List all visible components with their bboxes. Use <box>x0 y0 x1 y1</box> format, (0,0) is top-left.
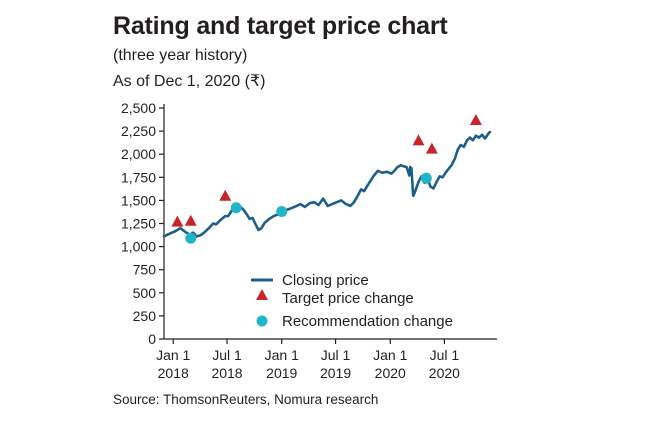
legend-circle-swatch <box>256 315 268 327</box>
y-tick-label: 1,750 <box>121 169 156 185</box>
target-price-marker <box>469 114 482 126</box>
y-tick-label: 750 <box>133 262 157 278</box>
x-axis: Jan 1 2018 Jul 1 2018 Jan 1 2019 Jul 1 2019 Jan … <box>156 338 497 381</box>
x-tick-year-label: 2020 <box>429 365 460 381</box>
target-price-marker <box>425 142 438 154</box>
y-tick-label: 500 <box>133 285 157 301</box>
x-tick-label: Jul 1 <box>321 347 351 363</box>
x-tick-year-label: 2018 <box>211 365 242 381</box>
legend-triangle-swatch <box>256 289 268 300</box>
target-price-marker <box>171 215 184 227</box>
x-tick-label: Jul 1 <box>212 347 242 363</box>
recommendation-marker <box>420 172 432 184</box>
recommendation-marker <box>276 205 288 217</box>
x-tick-label: Jul 1 <box>430 347 460 363</box>
target-price-series <box>171 114 482 227</box>
x-tick-label: Jan 1 <box>156 347 190 363</box>
y-tick-label: 0 <box>148 331 156 347</box>
recommendation-series <box>185 172 432 244</box>
closing-price-line <box>162 130 492 238</box>
x-tick-year-label: 2020 <box>375 365 406 381</box>
target-price-marker <box>184 214 197 226</box>
as-of-date: As of Dec 1, 2020 (₹) <box>113 73 266 90</box>
legend-label-closing: Closing price <box>282 272 369 289</box>
x-tick-year-label: 2018 <box>158 365 189 381</box>
legend: Closing price Target price change Recomm… <box>251 272 453 330</box>
y-tick-label: 2,250 <box>121 123 156 139</box>
legend-label-target: Target price change <box>282 290 414 307</box>
x-tick-year-label: 2019 <box>266 365 297 381</box>
target-price-marker <box>219 189 232 201</box>
x-tick-year-label: 2019 <box>320 365 351 381</box>
source-note: Source: ThomsonReuters, Nomura research <box>113 392 379 407</box>
x-tick-label: Jan 1 <box>373 347 407 363</box>
legend-label-recommendation: Recommendation change <box>282 313 453 330</box>
y-tick-label: 1,000 <box>121 239 156 255</box>
chart-subtitle: (three year history) <box>113 47 248 64</box>
chart-title: Rating and target price chart <box>113 12 448 40</box>
y-tick-label: 250 <box>133 308 157 324</box>
y-tick-label: 1,250 <box>121 216 156 232</box>
target-price-marker <box>412 134 425 146</box>
y-tick-label: 1,500 <box>121 192 156 208</box>
recommendation-marker <box>230 202 242 214</box>
recommendation-marker <box>185 232 197 244</box>
closing-price-series <box>162 130 492 238</box>
x-tick-label: Jan 1 <box>265 347 299 363</box>
y-axis: 0 250 500 750 1,000 1,250 1,500 1,750 2,000 2,250… <box>121 100 165 347</box>
y-tick-label: 2,500 <box>121 100 156 116</box>
y-tick-label: 2,000 <box>121 146 156 162</box>
